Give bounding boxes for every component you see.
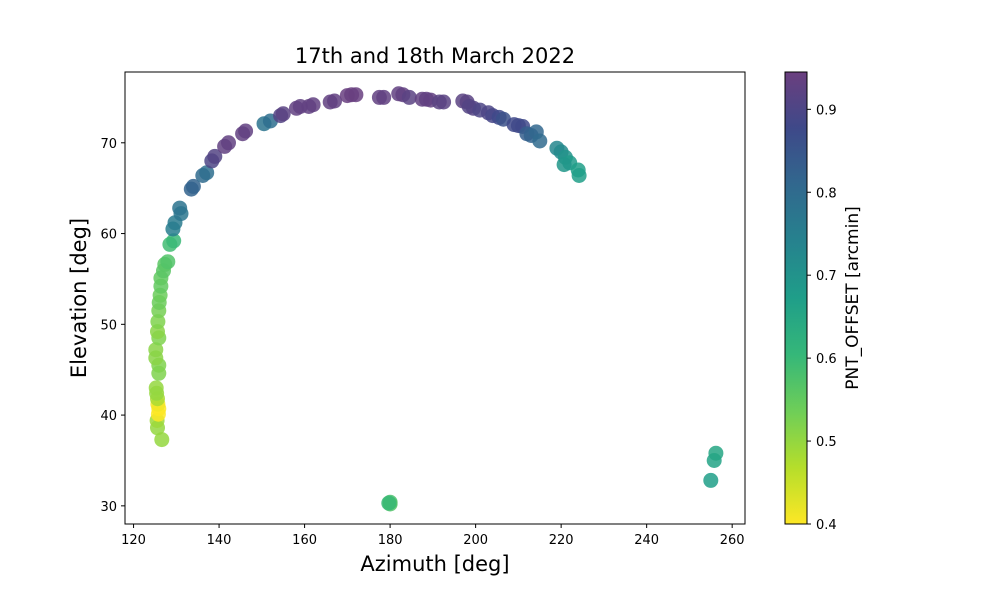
x-tick-label: 220 xyxy=(549,533,574,548)
points-layer xyxy=(148,86,724,512)
x-axis: 120 140 160 180 200 220 240 260 xyxy=(121,524,745,548)
data-point-83 xyxy=(556,157,572,173)
data-point-89 xyxy=(703,472,719,488)
y-axis: 30 40 50 60 70 xyxy=(100,137,125,515)
colorbar-tick-label: 0.7 xyxy=(816,269,837,284)
data-point-43 xyxy=(275,106,291,122)
data-point-57 xyxy=(401,89,417,105)
data-point-29 xyxy=(172,200,188,216)
data-point-12 xyxy=(148,342,164,358)
y-tick-label: 50 xyxy=(100,318,117,333)
x-tick-label: 140 xyxy=(207,533,232,548)
colorbar-tick-label: 0.6 xyxy=(816,352,837,367)
x-tick-label: 260 xyxy=(720,533,745,548)
y-axis-label: Elevation [deg] xyxy=(67,218,91,378)
data-point-78 xyxy=(532,133,548,149)
data-point-8 xyxy=(148,380,164,396)
y-tick-label: 60 xyxy=(100,228,117,243)
data-point-49 xyxy=(327,93,342,109)
data-point-15 xyxy=(150,314,166,330)
x-axis-label: Azimuth [deg] xyxy=(360,552,509,576)
data-point-25 xyxy=(166,233,182,249)
data-point-54 xyxy=(376,89,392,105)
data-point-31 xyxy=(185,178,201,194)
data-point-23 xyxy=(160,254,176,270)
data-point-0 xyxy=(154,432,170,448)
colorbar-label: PNT_OFFSET [arcmin] xyxy=(843,206,863,390)
data-point-88 xyxy=(381,495,397,511)
data-point-37 xyxy=(221,135,236,151)
colorbar-tick-label: 0.8 xyxy=(816,186,837,201)
plot-frame xyxy=(124,71,746,525)
x-tick-label: 120 xyxy=(121,533,146,548)
x-tick-label: 180 xyxy=(378,533,403,548)
data-point-85 xyxy=(571,168,587,183)
colorbar-tick-label: 0.4 xyxy=(816,518,837,533)
colorbar-tick-label: 0.9 xyxy=(816,103,837,118)
data-point-33 xyxy=(199,165,215,181)
data-point-47 xyxy=(305,97,321,113)
data-point-91 xyxy=(708,445,724,461)
colorbar xyxy=(784,71,808,525)
colorbar-tick-label: 0.5 xyxy=(816,435,837,450)
data-point-35 xyxy=(207,148,223,164)
x-tick-label: 200 xyxy=(463,533,488,548)
chart-title: 17th and 18th March 2022 xyxy=(295,44,575,68)
x-tick-label: 240 xyxy=(634,533,659,548)
x-tick-label: 160 xyxy=(292,533,317,548)
colorbar-ticks: 0.4 0.5 0.6 0.7 0.8 0.9 xyxy=(807,103,837,533)
y-tick-label: 30 xyxy=(100,500,117,515)
data-point-52 xyxy=(348,87,364,103)
data-point-39 xyxy=(238,123,254,139)
data-point-62 xyxy=(436,94,452,110)
y-tick-label: 40 xyxy=(100,409,117,424)
y-tick-label: 70 xyxy=(100,137,117,152)
